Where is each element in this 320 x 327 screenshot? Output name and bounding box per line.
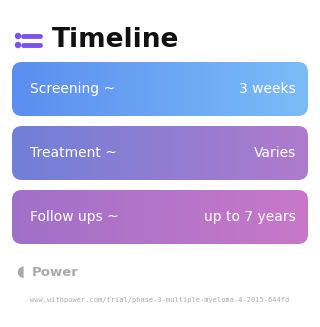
Text: www.withpower.com/trial/phase-3-multiple-myeloma-4-2015-644fd: www.withpower.com/trial/phase-3-multiple… (30, 297, 290, 303)
Text: up to 7 years: up to 7 years (204, 210, 296, 224)
Text: Power: Power (32, 266, 79, 279)
Text: Varies: Varies (254, 146, 296, 160)
Text: Treatment ~: Treatment ~ (30, 146, 117, 160)
Circle shape (15, 43, 20, 47)
Circle shape (15, 33, 20, 39)
Text: 3 weeks: 3 weeks (239, 82, 296, 96)
Text: Timeline: Timeline (52, 27, 180, 53)
Text: Follow ups ~: Follow ups ~ (30, 210, 119, 224)
Text: ◖: ◖ (16, 265, 24, 280)
Text: Screening ~: Screening ~ (30, 82, 115, 96)
